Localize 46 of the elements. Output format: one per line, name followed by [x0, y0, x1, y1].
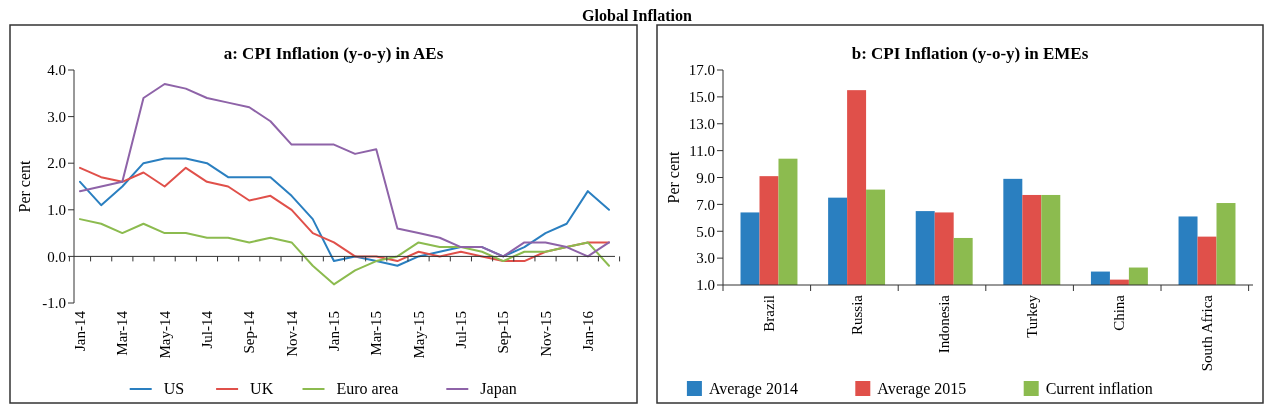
legend-label: Euro area	[336, 380, 399, 397]
y-tick-label: 5.0	[696, 223, 715, 240]
x-tick-label: Indonesia	[936, 294, 953, 354]
y-tick-label: 13.0	[688, 116, 715, 132]
x-tick-label: Brazil	[760, 295, 777, 332]
x-tick-label: May-14	[156, 310, 173, 359]
x-tick-label: Jan-15	[325, 311, 342, 351]
x-tick-label: Jan-14	[72, 310, 88, 351]
x-tick-label: Nov-15	[537, 311, 554, 357]
x-tick-label: Sep-14	[241, 310, 258, 354]
y-tick-label: 17.0	[688, 62, 715, 79]
legend-label: Current inflation	[1045, 380, 1153, 397]
text: Global Inflation	[582, 7, 692, 24]
y-tick-label: 3.0	[47, 108, 66, 125]
x-tick-label: Turkey	[1023, 294, 1040, 338]
y-tick-label: 0.0	[47, 248, 66, 265]
legend-label: Average 2014	[708, 380, 798, 398]
x-tick-label: Russia	[848, 294, 865, 336]
x-tick-label: China	[1111, 294, 1128, 331]
y-axis-title: Per cent	[16, 159, 33, 213]
chart-title: b: CPI Inflation (y-o-y) in EMEs	[851, 44, 1089, 63]
x-tick-label: Jul-15	[452, 311, 469, 349]
x-tick-label: Jul-14	[198, 310, 215, 349]
y-tick-label: 4.0	[47, 62, 66, 79]
y-axis-title: Per cent	[665, 150, 682, 204]
y-tick-label: 1.0	[47, 202, 66, 219]
y-tick-label: 15.0	[688, 89, 715, 106]
y-tick-label: 2.0	[47, 155, 66, 172]
legend-label: Japan	[480, 380, 517, 398]
x-tick-label: Mar-15	[368, 311, 385, 356]
y-tick-label: 1.0	[696, 277, 715, 294]
y-tick-label: -1.0	[42, 295, 66, 312]
x-tick-label: South Africa	[1199, 294, 1216, 372]
y-tick-label: 11.0	[689, 142, 715, 159]
x-tick-label: Mar-14	[114, 310, 131, 356]
y-tick-label: 7.0	[696, 196, 715, 213]
chart-title: a: CPI Inflation (y-o-y) in AEs	[223, 44, 444, 63]
legend-label: UK	[250, 380, 274, 397]
x-tick-label: May-15	[410, 311, 427, 359]
legend-label: US	[163, 380, 185, 397]
legend-label: Average 2015	[877, 380, 967, 398]
y-tick-label: 9.0	[696, 169, 715, 186]
x-tick-label: Nov-14	[283, 310, 300, 357]
x-tick-label: Jan-16	[579, 310, 596, 351]
x-tick-label: Sep-15	[495, 311, 512, 354]
y-tick-label: 3.0	[696, 250, 715, 267]
